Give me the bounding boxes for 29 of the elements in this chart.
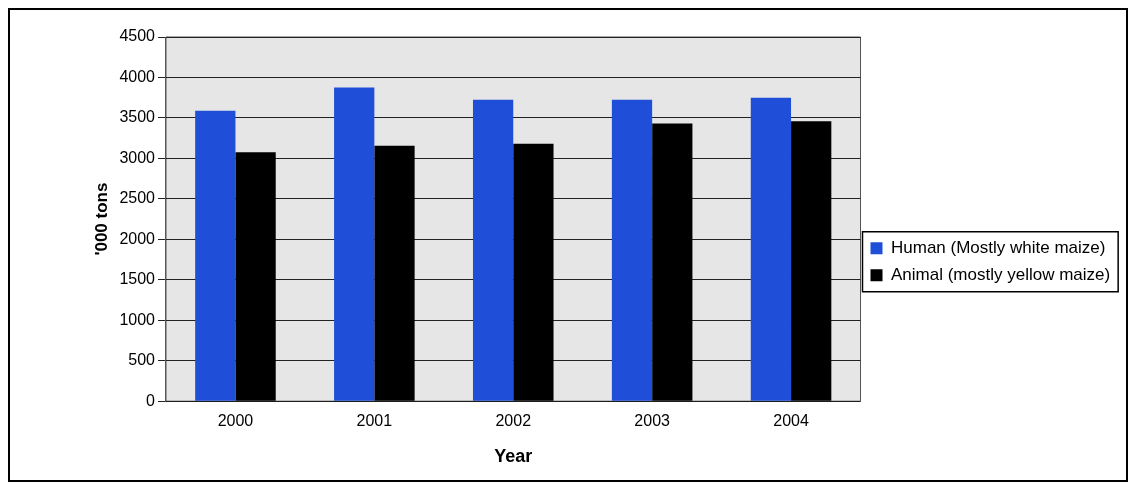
- x-tick-label: 2001: [356, 412, 393, 430]
- y-tick-label: 2000: [119, 229, 156, 247]
- y-axis-title: '000 tons: [91, 182, 111, 256]
- bar: [611, 99, 653, 401]
- y-tick-label: 2500: [119, 189, 156, 207]
- legend-label: Human (Mostly white maize): [891, 237, 1106, 257]
- bar: [334, 87, 375, 401]
- x-tick-label: 2004: [773, 412, 809, 430]
- y-tick-label: 4000: [119, 67, 156, 85]
- y-tick-label: 4500: [119, 27, 156, 45]
- y-tick-label: 3000: [119, 148, 156, 166]
- bar: [750, 97, 792, 401]
- bar: [513, 143, 554, 401]
- y-tick-label: 3500: [119, 108, 156, 126]
- bar: [235, 152, 276, 401]
- x-tick-label: 2003: [634, 412, 671, 430]
- bar: [195, 110, 236, 401]
- bar: [791, 121, 832, 401]
- y-tick-label: 500: [128, 351, 156, 369]
- x-axis-title: Year: [494, 446, 533, 467]
- bar: [472, 99, 514, 401]
- x-tick-label: 2000: [217, 412, 254, 430]
- y-tick-label: 1000: [119, 310, 156, 328]
- y-tick-label: 1500: [119, 270, 156, 288]
- legend-label: Animal (mostly yellow maize): [891, 264, 1111, 284]
- x-tick-label: 2002: [495, 412, 532, 430]
- bar: [652, 123, 693, 401]
- bar: [374, 145, 415, 401]
- y-tick-label: 0: [146, 391, 156, 409]
